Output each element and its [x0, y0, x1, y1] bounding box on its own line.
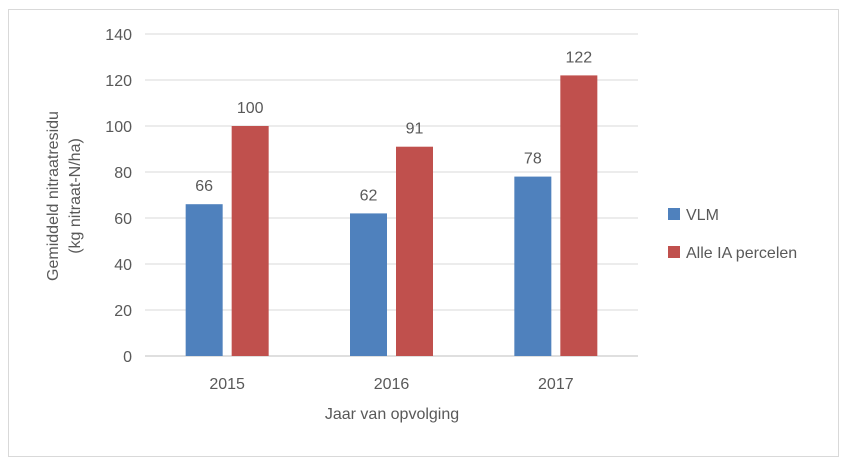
x-tick-label: 2015	[209, 376, 245, 393]
legend-swatch	[668, 208, 680, 220]
data-label: 122	[565, 49, 592, 66]
y-axis-label-line-2: (kg nitraat-N/ha)	[67, 138, 84, 254]
legend-label: Alle IA percelen	[686, 245, 797, 262]
legend: VLM Alle IA percelen	[668, 207, 797, 262]
bar-vlm-2016	[350, 213, 387, 356]
data-label: 62	[360, 187, 378, 204]
legend-swatch	[668, 246, 680, 258]
y-tick-label: 100	[105, 119, 132, 136]
y-tick-label: 20	[114, 303, 132, 320]
bar-vlm-2015	[185, 204, 223, 356]
y-tick-label: 40	[114, 257, 132, 274]
bar-alle-ia-percelen-2015	[231, 126, 269, 356]
x-tick-label: 2017	[538, 376, 574, 393]
y-tick-label: 80	[114, 165, 132, 182]
y-axis-label-line-1: Gemiddeld nitraatresidu	[45, 111, 62, 281]
y-tick-label: 60	[114, 211, 132, 228]
legend-label: VLM	[686, 207, 719, 224]
bar-vlm-2017	[514, 176, 552, 356]
y-tick-label: 120	[105, 73, 132, 90]
data-label: 66	[195, 178, 213, 195]
data-label: 78	[524, 151, 542, 168]
bar-alle-ia-percelen-2016	[396, 146, 433, 356]
data-label: 100	[237, 100, 264, 117]
y-tick-label: 140	[105, 27, 132, 44]
data-label: 91	[406, 121, 424, 138]
x-axis-label: Jaar van opvolging	[325, 406, 459, 423]
y-tick-label: 0	[123, 349, 132, 366]
x-tick-label: 2016	[374, 376, 410, 393]
bar-alle-ia-percelen-2017	[560, 75, 598, 357]
